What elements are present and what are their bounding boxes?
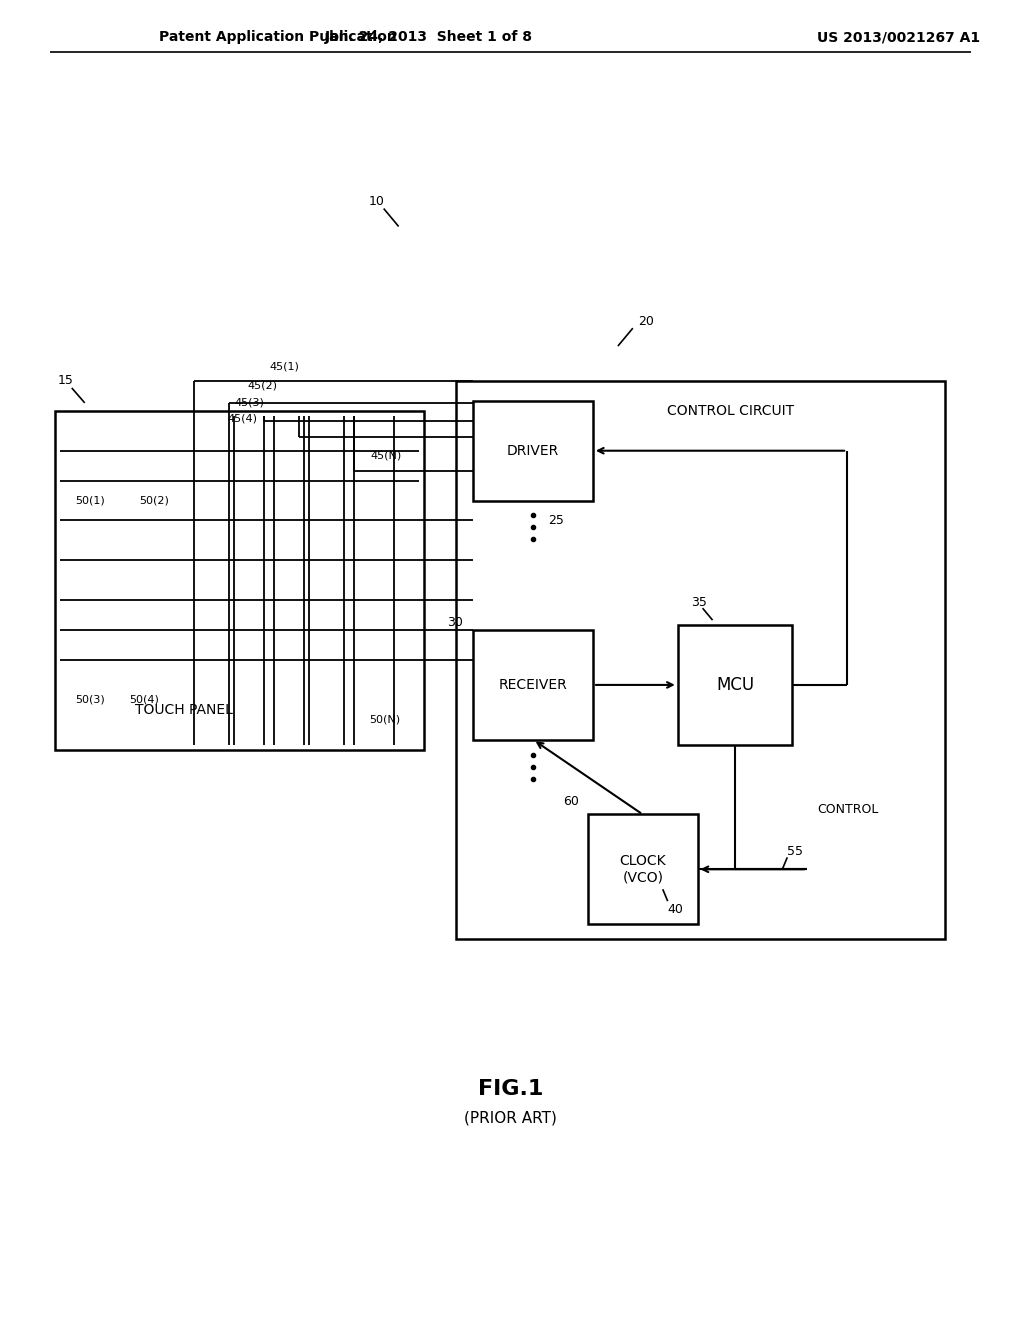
Text: 45(4): 45(4): [227, 414, 257, 424]
Text: 45(N): 45(N): [371, 450, 402, 461]
Text: 10: 10: [369, 195, 385, 209]
Text: 40: 40: [668, 903, 684, 916]
Text: TOUCH PANEL: TOUCH PANEL: [134, 702, 232, 717]
Text: Jan. 24, 2013  Sheet 1 of 8: Jan. 24, 2013 Sheet 1 of 8: [325, 30, 532, 44]
Text: DRIVER: DRIVER: [507, 444, 559, 458]
Text: FIG.1: FIG.1: [477, 1078, 543, 1098]
Text: Patent Application Publication: Patent Application Publication: [160, 30, 397, 44]
Text: 45(3): 45(3): [234, 397, 264, 408]
Text: MCU: MCU: [716, 676, 754, 694]
Text: CONTROL CIRCUIT: CONTROL CIRCUIT: [667, 404, 794, 418]
Text: 25: 25: [548, 513, 564, 527]
Text: 45(2): 45(2): [247, 381, 278, 391]
Text: 55: 55: [787, 845, 803, 858]
Text: 30: 30: [447, 615, 464, 628]
Text: (PRIOR ART): (PRIOR ART): [464, 1111, 557, 1126]
Text: CONTROL: CONTROL: [817, 803, 879, 816]
Text: CLOCK
(VCO): CLOCK (VCO): [620, 854, 667, 884]
Text: 60: 60: [563, 795, 579, 808]
Text: 50(3): 50(3): [75, 694, 104, 705]
Text: 50(4): 50(4): [130, 694, 160, 705]
Bar: [473, 401, 593, 500]
Bar: [473, 630, 593, 739]
Text: 45(1): 45(1): [269, 360, 299, 371]
Text: 35: 35: [690, 595, 707, 609]
Bar: [457, 381, 945, 939]
Text: 50(1): 50(1): [75, 495, 104, 506]
Text: 50(2): 50(2): [139, 495, 169, 506]
Bar: [55, 411, 424, 750]
Text: 20: 20: [638, 314, 653, 327]
Bar: [678, 626, 793, 744]
Bar: [588, 814, 697, 924]
Text: RECEIVER: RECEIVER: [499, 678, 567, 692]
Text: US 2013/0021267 A1: US 2013/0021267 A1: [817, 30, 980, 44]
Text: 15: 15: [57, 375, 74, 388]
Text: 50(N): 50(N): [369, 715, 399, 725]
